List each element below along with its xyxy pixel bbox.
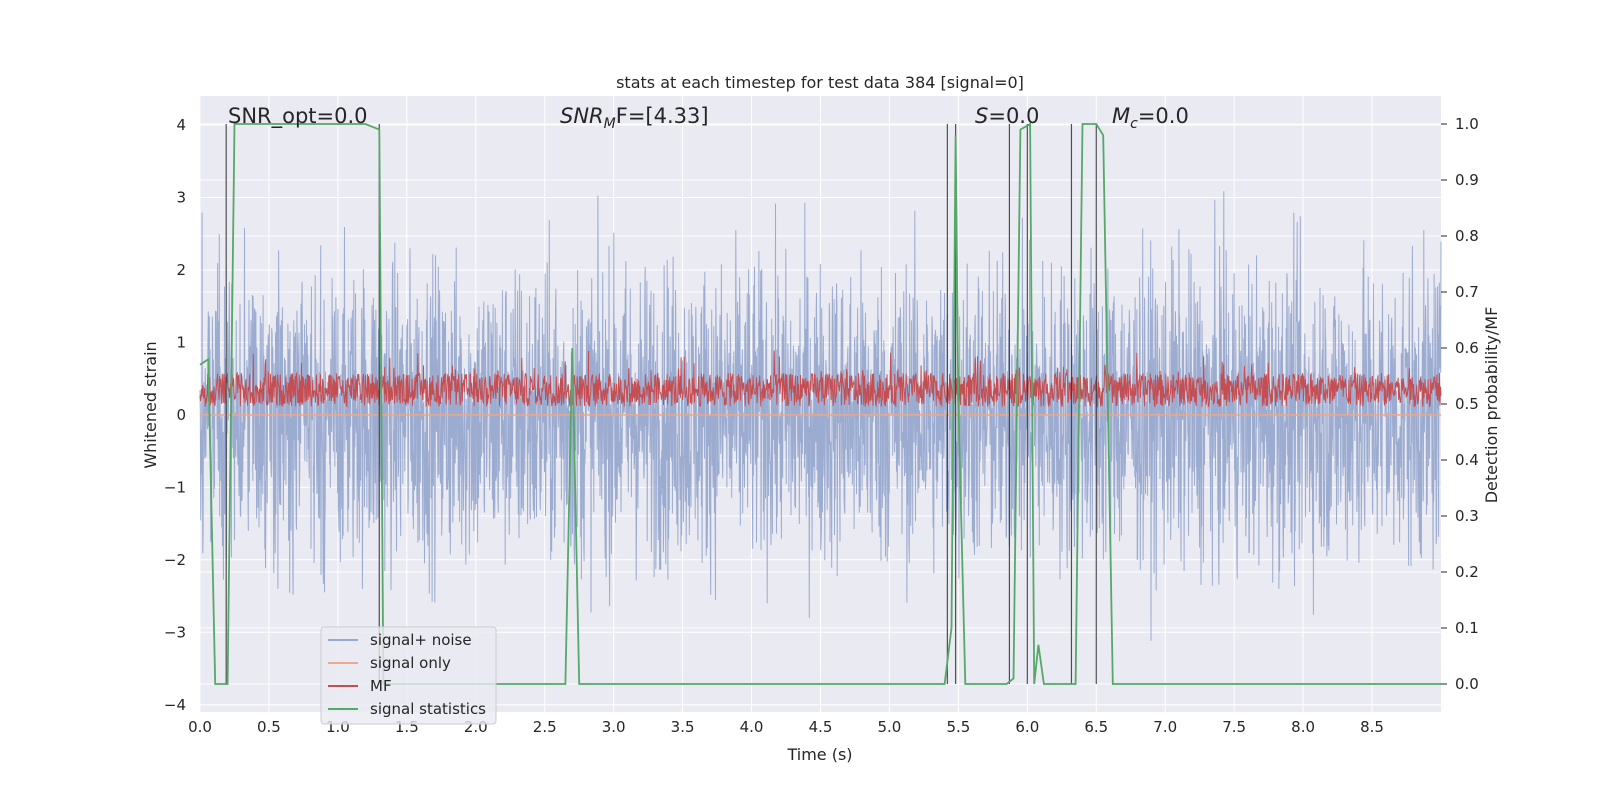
x-axis-label: Time (s) [786, 745, 852, 764]
chart-title: stats at each timestep for test data 384… [616, 73, 1024, 92]
y-left-tick-label: −3 [164, 623, 186, 641]
annotation-mc-main: M [1112, 104, 1130, 128]
mf-line [199, 350, 1442, 408]
x-tick-label: 3.0 [602, 718, 626, 736]
y-right-tick-label: 0.2 [1455, 563, 1479, 581]
x-tick-label: 4.0 [740, 718, 764, 736]
annotation-snr-opt: SNR_opt=0.0 [228, 104, 368, 129]
x-tick-label: 4.5 [809, 718, 833, 736]
series-signal-noise [199, 191, 1442, 641]
signal-noise-line [199, 191, 1442, 641]
x-tick-label: 2.5 [533, 718, 557, 736]
x-tick-label: 5.0 [878, 718, 902, 736]
y-left-tick-label: 2 [176, 261, 186, 279]
annotation-snr-mf-main: SNR [560, 104, 604, 128]
x-tick-label: 8.0 [1291, 718, 1315, 736]
annotation-mc: Mc=0.0 [1112, 104, 1189, 132]
y-left-axis-label: Whitened strain [141, 341, 160, 468]
series-signal-statistics [199, 122, 1441, 685]
y-left-tick-label: 3 [176, 188, 186, 206]
legend-label-signal-only: signal only [370, 654, 451, 672]
legend-label-mf: MF [370, 677, 392, 695]
annotation-mc-suffix: =0.0 [1138, 104, 1189, 128]
annotation-snr-mf-suffix: F=[4.33] [616, 104, 709, 128]
y-left-tick-label: −1 [164, 478, 186, 496]
x-tick-label: 7.0 [1153, 718, 1177, 736]
signal-statistics-line [199, 122, 1441, 685]
x-tick-label: 6.0 [1015, 718, 1039, 736]
y-left-tick-label: 0 [176, 406, 186, 424]
legend-box [320, 626, 497, 725]
annotation-s-main: S [975, 104, 988, 128]
annotation-s: S=0.0 [975, 104, 1039, 128]
legend-label-signal-statistics: signal statistics [370, 700, 486, 718]
y-right-tick-label: 0.4 [1455, 451, 1479, 469]
y-right-tick-label: 0.0 [1455, 675, 1479, 693]
y-right-tick-label: 0.3 [1455, 507, 1479, 525]
annotation-snr-mf-sub: M [604, 116, 616, 132]
series-mf [199, 350, 1442, 408]
y-right-tick-label: 1.0 [1455, 115, 1479, 133]
annotation-mc-sub: c [1130, 116, 1138, 132]
x-tick-label: 0.0 [188, 718, 212, 736]
y-left-axis-ticks: 4 3 2 1 0 −1 −2 −3 −4 [164, 116, 186, 714]
x-tick-label: 3.5 [671, 718, 695, 736]
x-tick-label: 0.5 [257, 718, 281, 736]
legend: signal+ noise signal only MF signal stat… [320, 626, 497, 725]
y-right-tick-label: 0.1 [1455, 619, 1479, 637]
y-right-axis-label: Detection probability/MF [1482, 307, 1501, 504]
y-right-tick-label: 0.5 [1455, 395, 1479, 413]
y-right-tick-label: 0.7 [1455, 283, 1479, 301]
y-left-tick-label: −4 [164, 696, 186, 714]
x-tick-label: 7.5 [1222, 718, 1246, 736]
annotation-s-suffix: =0.0 [988, 104, 1039, 128]
y-right-tick-label: 0.8 [1455, 227, 1479, 245]
x-tick-label: 8.5 [1360, 718, 1384, 736]
annotation-snr-mf: SNRMF=[4.33] [560, 104, 709, 132]
y-left-tick-label: 4 [176, 116, 186, 134]
y-left-tick-label: 1 [176, 333, 186, 351]
y-right-axis-ticks: 1.0 0.9 0.8 0.7 0.6 0.5 0.4 0.3 0.2 0.1 0.0 [1441, 115, 1479, 693]
y-right-tick-label: 0.9 [1455, 171, 1479, 189]
y-left-tick-label: −2 [164, 551, 186, 569]
x-tick-label: 6.5 [1084, 718, 1108, 736]
y-right-tick-label: 0.6 [1455, 339, 1479, 357]
legend-label-signal-noise: signal+ noise [370, 631, 472, 649]
x-tick-label: 5.5 [946, 718, 970, 736]
